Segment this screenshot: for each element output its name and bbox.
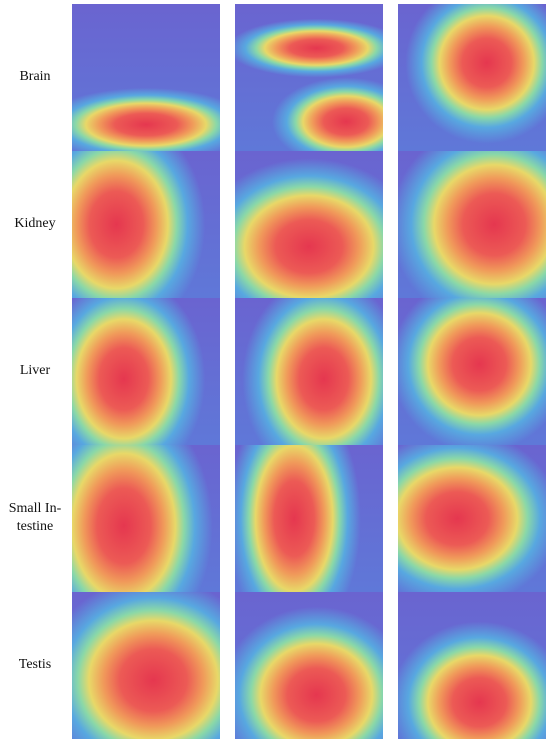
heatmap-image [398,298,546,445]
row-label: Small In-testine [0,500,70,536]
heatmap-image [235,592,383,739]
heatmap-image [398,592,546,739]
row-label: Testis [0,656,70,674]
heatmap-image [72,592,220,739]
row-label-line: Small In- [8,501,62,516]
heatmap-image [398,151,546,298]
heatmap-image [72,4,220,151]
heatmap-image [72,298,220,445]
row-label-line: Kidney [14,216,56,231]
row-label-line: testine [16,519,54,534]
heatmap-image [398,4,546,151]
row-label-line: Liver [19,363,51,378]
row-label-line: Brain [19,69,51,84]
row-label: Kidney [0,215,70,233]
row-label: Brain [0,68,70,86]
heatmap-image [235,151,383,298]
heatmap-image [235,298,383,445]
row-label-line: Testis [18,657,52,672]
heatmap-image [72,445,220,592]
row-label: Liver [0,362,70,380]
heatmap-image [235,445,383,592]
heatmap-image [235,4,383,151]
heatmap-image [398,445,546,592]
heatmap-image [72,151,220,298]
